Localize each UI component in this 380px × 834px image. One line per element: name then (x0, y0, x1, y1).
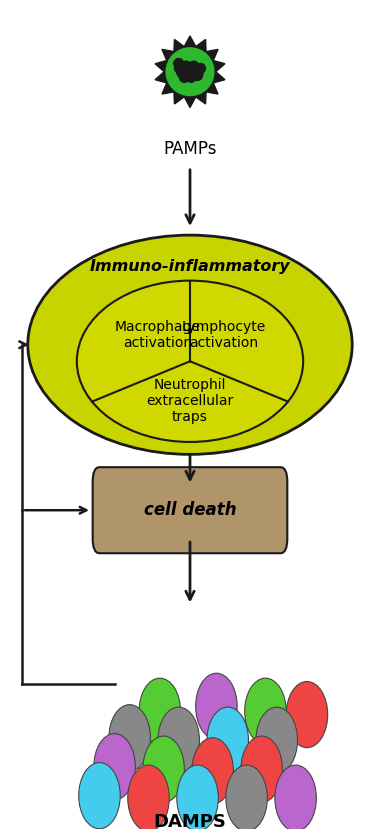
Ellipse shape (94, 734, 135, 800)
Ellipse shape (177, 68, 187, 78)
Ellipse shape (28, 235, 352, 455)
Text: PAMPs: PAMPs (163, 139, 217, 158)
Ellipse shape (226, 765, 268, 831)
Ellipse shape (77, 280, 303, 442)
Ellipse shape (179, 73, 189, 83)
Ellipse shape (158, 707, 200, 773)
Ellipse shape (241, 736, 282, 802)
Ellipse shape (275, 765, 317, 831)
Ellipse shape (196, 673, 237, 740)
Ellipse shape (174, 58, 184, 68)
Ellipse shape (185, 66, 195, 76)
Ellipse shape (79, 762, 120, 829)
Ellipse shape (128, 765, 169, 831)
Ellipse shape (174, 63, 184, 73)
Text: Lymphocyte
activation: Lymphocyte activation (182, 319, 266, 350)
Ellipse shape (186, 73, 196, 83)
Ellipse shape (245, 678, 286, 745)
Ellipse shape (177, 765, 218, 831)
Text: DAMPS: DAMPS (154, 813, 226, 831)
Text: Macrophage
activation: Macrophage activation (115, 319, 201, 350)
Ellipse shape (143, 736, 184, 802)
Ellipse shape (109, 705, 150, 771)
Text: cell death: cell death (144, 501, 236, 520)
Ellipse shape (189, 61, 199, 71)
Text: Neutrophil
extracellular
traps: Neutrophil extracellular traps (146, 378, 234, 425)
Ellipse shape (181, 61, 191, 71)
Ellipse shape (193, 68, 203, 78)
Ellipse shape (139, 678, 180, 745)
Ellipse shape (192, 738, 233, 804)
Ellipse shape (256, 707, 298, 773)
Ellipse shape (196, 63, 206, 73)
Text: Immuno-inflammatory: Immuno-inflammatory (90, 259, 290, 274)
FancyBboxPatch shape (93, 467, 287, 553)
Ellipse shape (286, 681, 328, 747)
Ellipse shape (193, 71, 203, 80)
Ellipse shape (166, 48, 214, 96)
Polygon shape (155, 36, 225, 108)
Ellipse shape (207, 707, 249, 773)
